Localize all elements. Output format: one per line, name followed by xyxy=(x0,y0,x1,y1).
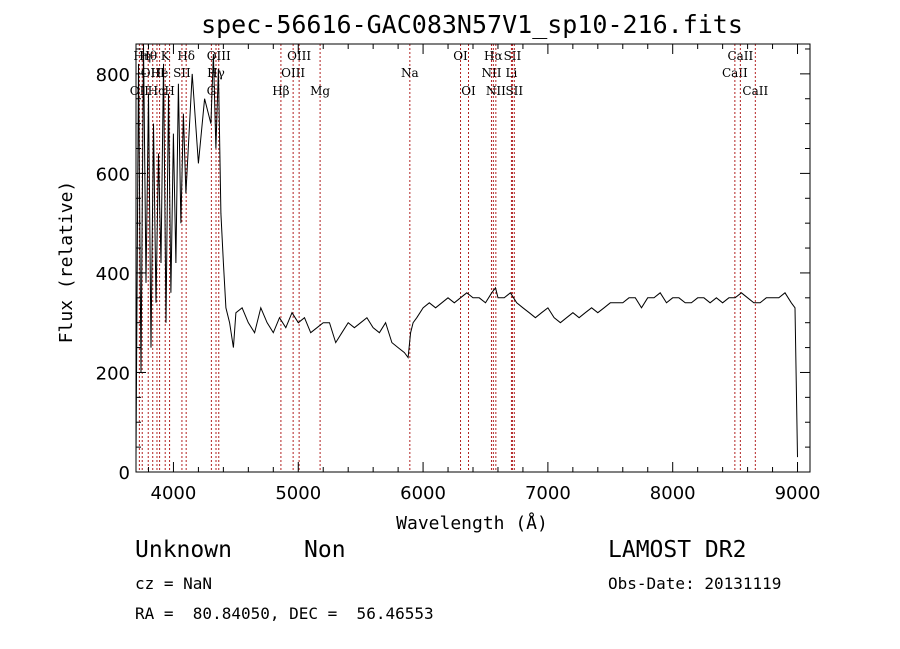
survey-name: LAMOST DR2 xyxy=(608,537,747,563)
spectral-line-label-13: Hβ xyxy=(272,84,289,98)
y-tick-label-600: 600 xyxy=(96,164,130,185)
spectral-line-label-5: K xyxy=(161,49,171,63)
obs-date: Obs-Date: 20131119 xyxy=(608,574,782,593)
x-tick-label-4000: 4000 xyxy=(151,483,197,504)
spectral-line-label-3: OIII xyxy=(141,66,165,80)
spectrum-series-line xyxy=(135,43,798,458)
spectral-line-label-25: SII xyxy=(505,84,523,98)
x-tick-label-6000: 6000 xyxy=(400,483,446,504)
spectral-line-label-18: OI xyxy=(453,49,468,63)
spectral-line-label-9: SII xyxy=(173,66,191,80)
spectral-line-label-23: SII xyxy=(504,49,522,63)
x-tick-label-5000: 5000 xyxy=(275,483,321,504)
spectral-line-label-8: Hδ xyxy=(177,49,195,63)
spectral-line-label-14: OIII xyxy=(281,66,305,80)
chart-title: spec-56616-GAC083N57V1_sp10-216.fits xyxy=(201,10,743,39)
x-tick-label-9000: 9000 xyxy=(775,483,821,504)
y-tick-label-0: 0 xyxy=(119,463,130,484)
axis-ticks-layer: 4000 5000 6000 7000 8000 9000 0 200 400 600 800 xyxy=(96,44,821,504)
object-subclass: Non xyxy=(304,537,346,563)
spectral-line-label-2: Hθ xyxy=(139,49,157,63)
spectral-line-label-0: OII xyxy=(130,84,150,98)
y-tick-label-800: 800 xyxy=(96,65,130,86)
plot-frame xyxy=(135,43,811,473)
spectral-line-label-28: CaII xyxy=(742,84,768,98)
x-tick-label-7000: 7000 xyxy=(525,483,571,504)
coordinates: RA = 80.84050, DEC = 56.46553 xyxy=(135,604,434,623)
x-axis-label: Wavelength (Å) xyxy=(396,512,548,534)
spectral-line-label-22: NII xyxy=(486,84,506,98)
x-tick-label-8000: 8000 xyxy=(650,483,696,504)
redshift-readout: cz = NaN xyxy=(135,574,213,593)
spectral-line-label-27: CaII xyxy=(727,49,753,63)
spectral-line-label-21: Hα xyxy=(484,49,503,63)
y-tick-label-400: 400 xyxy=(96,264,130,285)
spectral-line-label-17: Na xyxy=(401,66,419,80)
spectral-line-label-24: Li xyxy=(506,66,518,80)
spectral-line-label-26: CaII xyxy=(722,66,748,80)
spectral-line-label-11: Hγ xyxy=(207,66,225,80)
spectral-line-label-20: NII xyxy=(481,66,501,80)
y-tick-label-200: 200 xyxy=(96,363,130,384)
spectral-line-label-6: He xyxy=(151,66,169,80)
spectral-line-label-7: H xyxy=(164,84,174,98)
spectral-line-label-16: Mg xyxy=(310,84,330,98)
spectral-line-label-15: OIII xyxy=(287,49,311,63)
object-class: Unknown xyxy=(135,537,232,563)
spectral-line-label-4: Hα xyxy=(148,84,167,98)
spectral-line-label-10: G xyxy=(207,84,217,98)
y-axis-label: Flux (relative) xyxy=(56,181,77,344)
spectral-line-label-19: OI xyxy=(461,84,476,98)
spectral-line-label-1: Hη xyxy=(133,49,151,63)
spectral-line-label-12: OIII xyxy=(207,49,231,63)
